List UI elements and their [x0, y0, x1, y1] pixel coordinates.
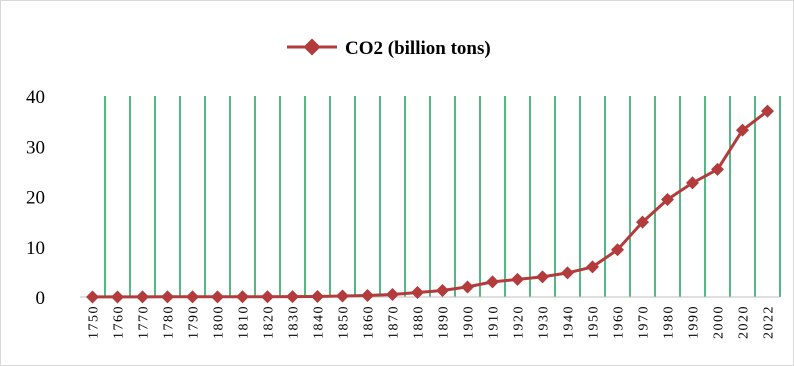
data-point-marker [461, 280, 474, 294]
legend-label: CO2 (billion tons) [345, 38, 491, 59]
x-tick-label: 2022 [762, 305, 777, 339]
data-point-marker [236, 290, 249, 304]
x-tick-label: 1980 [662, 305, 677, 339]
x-tick-label: 1850 [337, 305, 352, 339]
data-points [86, 104, 774, 304]
data-point-marker [111, 290, 124, 304]
data-point-marker [161, 290, 174, 304]
data-point-marker [386, 287, 399, 301]
y-tick-label: 10 [26, 238, 45, 259]
data-point-marker [536, 270, 549, 284]
data-point-marker [336, 289, 349, 303]
data-point-marker [686, 176, 699, 190]
vertical-gridlines [104, 96, 781, 297]
data-point-marker [611, 243, 624, 257]
data-point-marker [636, 215, 649, 229]
data-point-marker [761, 104, 774, 118]
x-tick-label: 1760 [112, 305, 127, 339]
data-point-marker [136, 290, 149, 304]
x-tick-label: 1820 [262, 305, 277, 339]
data-point-marker [311, 289, 324, 303]
x-tick-label: 1880 [412, 305, 427, 339]
data-point-marker [186, 290, 199, 304]
data-point-marker [211, 290, 224, 304]
y-tick-label: 30 [26, 137, 45, 158]
data-point-marker [711, 162, 724, 176]
y-tick-label: 0 [36, 288, 46, 309]
data-point-marker [561, 266, 574, 280]
x-tick-label: 1810 [237, 305, 252, 339]
data-point-marker [486, 275, 499, 289]
data-point-marker [86, 290, 99, 304]
x-tick-label: 1940 [562, 305, 577, 339]
x-tick-label: 1790 [187, 305, 202, 339]
x-tick-label: 1930 [537, 305, 552, 339]
x-tick-label: 1920 [512, 305, 527, 339]
x-tick-label: 1860 [362, 305, 377, 339]
x-tick-label: 2000 [712, 305, 727, 339]
x-tick-label: 1770 [137, 305, 152, 339]
series-line-co2 [92, 109, 769, 299]
x-tick-label: 1900 [462, 305, 477, 339]
data-point-marker [286, 290, 299, 304]
x-tick-label: 1870 [387, 305, 402, 339]
x-axis-ticks: 1750 1760 1770 1780 1790 1800 1810 1820 1830 1840… [87, 305, 777, 339]
data-point-marker [511, 272, 524, 286]
data-point-marker [736, 123, 749, 137]
y-axis-ticks: 0 10 20 30 40 [26, 87, 45, 309]
data-point-marker [361, 288, 374, 302]
y-tick-label: 20 [26, 188, 45, 209]
data-point-marker [411, 285, 424, 299]
x-tick-label: 1830 [287, 305, 302, 339]
x-tick-label: 1970 [637, 305, 652, 339]
x-tick-label: 1800 [212, 305, 227, 339]
x-tick-label: 1960 [612, 305, 627, 339]
data-point-marker [436, 283, 449, 297]
x-tick-label: 1890 [437, 305, 452, 339]
data-point-marker [586, 260, 599, 274]
x-tick-label: 1780 [162, 305, 177, 339]
x-tick-label: 1910 [487, 305, 502, 339]
x-tick-label: 1750 [87, 305, 102, 339]
x-tick-label: 1950 [587, 305, 602, 339]
data-point-marker [661, 193, 674, 207]
x-tick-label: 2020 [737, 305, 752, 339]
x-tick-label: 1840 [312, 305, 327, 339]
x-tick-label: 1990 [687, 305, 702, 339]
y-tick-label: 40 [26, 87, 45, 108]
data-point-marker [261, 290, 274, 304]
